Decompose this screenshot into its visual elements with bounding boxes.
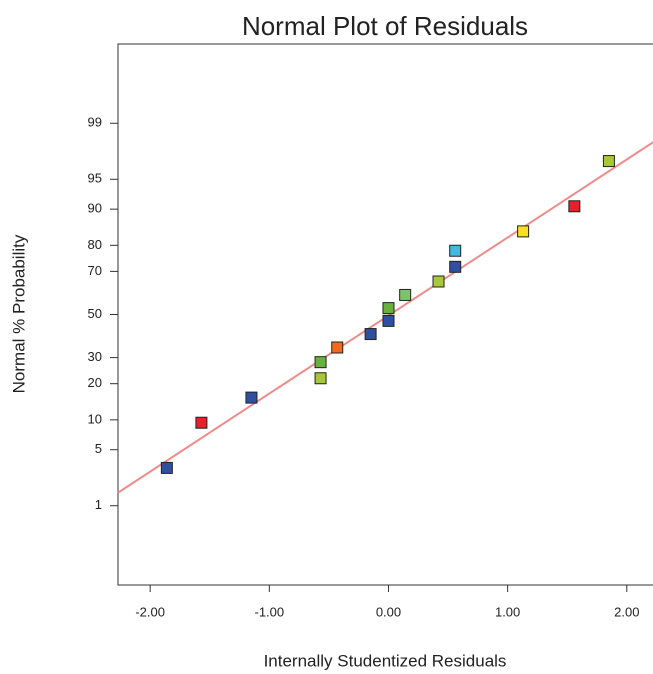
y-tick-label: 20 — [88, 375, 102, 390]
x-tick-label: -1.00 — [255, 604, 285, 619]
data-point — [314, 372, 327, 385]
data-point — [449, 244, 462, 257]
y-tick-label: 80 — [88, 237, 102, 252]
data-point — [449, 260, 462, 273]
chart-title: Normal Plot of Residuals — [242, 11, 528, 41]
y-tick-label: 99 — [88, 115, 102, 130]
data-point — [160, 461, 173, 474]
data-point — [331, 341, 344, 354]
x-tick-label: 1.00 — [495, 604, 520, 619]
x-tick-label: -2.00 — [135, 604, 165, 619]
y-tick-label: 50 — [88, 306, 102, 321]
data-point — [364, 328, 377, 341]
data-point — [195, 416, 208, 429]
x-tick-label: 0.00 — [376, 604, 401, 619]
data-point — [432, 275, 445, 288]
y-tick-label: 30 — [88, 349, 102, 364]
y-tick-label: 70 — [88, 263, 102, 278]
data-point — [399, 288, 412, 301]
data-point — [382, 302, 395, 315]
data-point — [382, 314, 395, 327]
y-tick-label: 90 — [88, 201, 102, 216]
data-point — [314, 356, 327, 369]
y-axis-label: Normal % Probability — [9, 234, 28, 393]
y-tick-label: 1 — [95, 497, 102, 512]
data-point — [517, 225, 530, 238]
data-point — [602, 155, 615, 168]
x-axis-label: Internally Studentized Residuals — [264, 651, 507, 670]
data-point — [568, 200, 581, 213]
plot-frame — [117, 43, 653, 586]
y-tick-label: 5 — [95, 441, 102, 456]
x-tick-label: 2.00 — [614, 604, 639, 619]
data-point — [245, 391, 258, 404]
y-tick-label: 10 — [88, 411, 102, 426]
y-tick-label: 95 — [88, 171, 102, 186]
